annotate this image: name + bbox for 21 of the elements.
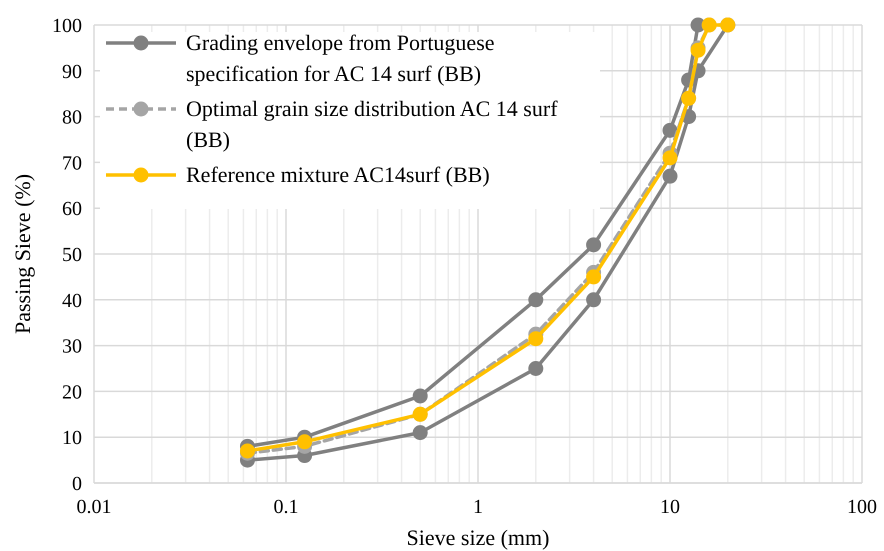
legend-label: Optimal grain size distribution AC 14 surf (BB): [186, 96, 558, 152]
y-tick-label: 100: [52, 15, 82, 37]
legend-label: Reference mixture AC14surf (BB): [186, 162, 490, 187]
y-tick-label: 80: [62, 106, 82, 129]
y-tick-label: 40: [62, 290, 82, 312]
y-axis-title: Passing Sieve (%): [10, 174, 35, 334]
x-tick-label: 10: [660, 496, 680, 518]
y-tick-label: 90: [62, 60, 82, 83]
y-tick-label: 60: [62, 198, 82, 220]
x-tick-label: 0.01: [76, 496, 112, 518]
x-axis-title: Sieve size (mm): [406, 525, 550, 550]
y-tick-label: 20: [62, 381, 82, 404]
y-tick-label: 30: [62, 336, 82, 358]
x-tick-label: 100: [847, 496, 877, 518]
y-tick-label: 10: [62, 427, 82, 450]
x-tick-label: 1: [473, 496, 483, 518]
x-tick-label: 0.1: [274, 496, 298, 518]
legend-label: Grading envelope from Portuguese specification for AC 14 surf (BB): [186, 30, 495, 86]
y-tick-label: 50: [62, 244, 82, 266]
y-tick-label: 0: [72, 473, 82, 495]
y-tick-label: 70: [62, 152, 82, 174]
